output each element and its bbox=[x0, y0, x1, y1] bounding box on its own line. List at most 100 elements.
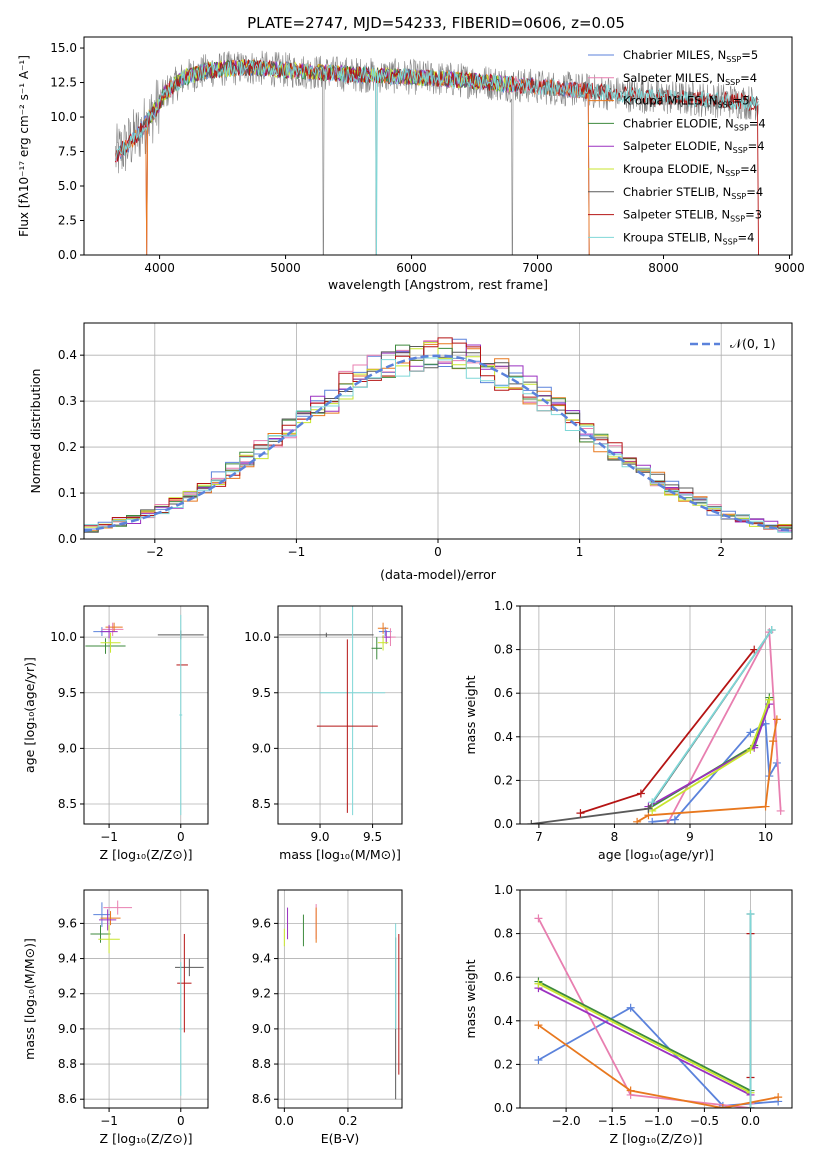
tick-label-y: 9.5 bbox=[252, 686, 271, 700]
x-axis-label: Z [log₁₀(Z/Z⊙)] bbox=[610, 1131, 703, 1146]
tick-label-y: 8.6 bbox=[252, 1092, 271, 1106]
tick-label-y: 9.0 bbox=[252, 741, 271, 755]
weight-marker bbox=[718, 1104, 727, 1108]
tick-label-y: 0.6 bbox=[494, 970, 513, 984]
weight-marker bbox=[663, 820, 672, 824]
legend-entry: 𝒩(0, 1) bbox=[730, 336, 776, 351]
tick-label-x: 8000 bbox=[648, 261, 679, 275]
mass-vs-ebv-plot bbox=[283, 904, 400, 1100]
model-line-kroupa-stelib bbox=[115, 60, 759, 255]
weight-marker bbox=[746, 909, 755, 918]
x-axis-label: (data-model)/error bbox=[380, 567, 497, 582]
tick-label-y: 9.2 bbox=[252, 987, 271, 1001]
x-axis-label: mass [log₁₀(M/M⊙)] bbox=[279, 847, 401, 862]
weight-marker bbox=[750, 645, 759, 654]
legend-entry: Salpeter STELIB, NSSP=3 bbox=[623, 208, 762, 224]
tick-label-y: 0.1 bbox=[58, 486, 77, 500]
tick-label-y: 7.5 bbox=[58, 145, 77, 159]
weight-vs-age-frame bbox=[519, 605, 793, 825]
tick-label-x: 9.0 bbox=[310, 830, 329, 844]
weight-marker bbox=[648, 817, 657, 824]
weight-vs-z-plot bbox=[534, 909, 783, 1108]
weight-marker bbox=[774, 1093, 783, 1102]
y-axis-label: mass [log₁₀(M/M⊙)] bbox=[22, 938, 37, 1060]
age-vs-z-plot bbox=[85, 614, 204, 816]
weight-line-chabrier-elodie bbox=[647, 697, 771, 810]
tick-label-y: 0.2 bbox=[494, 773, 513, 787]
tick-label-y: 0.0 bbox=[494, 817, 513, 831]
tick-label-y: 10.0 bbox=[50, 630, 77, 644]
histogram-salpeter-stelib bbox=[84, 337, 792, 539]
spectrum-frame bbox=[83, 36, 793, 256]
weight-marker bbox=[648, 798, 657, 807]
y-axis-label: age [log₁₀(age/yr)] bbox=[22, 657, 37, 773]
legend-entry: Salpeter MILES, NSSP=4 bbox=[623, 71, 757, 87]
tick-label-x: −1.5 bbox=[598, 1114, 627, 1128]
tick-label-y: 0.0 bbox=[58, 532, 77, 546]
tick-label-y: 9.0 bbox=[58, 1022, 77, 1036]
histogram-frame bbox=[83, 322, 793, 540]
tick-label-x: −1.0 bbox=[644, 1114, 673, 1128]
x-axis-label: age [log₁₀(age/yr)] bbox=[598, 847, 714, 862]
weight-marker bbox=[767, 625, 776, 634]
weight-marker bbox=[636, 789, 645, 798]
weight-marker bbox=[746, 745, 755, 754]
tick-label-x: 7 bbox=[535, 830, 543, 844]
tick-label-x: 6000 bbox=[396, 261, 427, 275]
tick-label-y: 0.4 bbox=[494, 1014, 513, 1028]
x-axis-label: E(B-V) bbox=[321, 1131, 360, 1146]
age-vs-mass-frame bbox=[277, 605, 403, 825]
tick-label-y: 9.4 bbox=[252, 952, 271, 966]
weight-marker bbox=[626, 1003, 635, 1012]
tick-label-x: 2 bbox=[717, 545, 725, 559]
weight-marker bbox=[761, 802, 770, 811]
tick-label-y: 8.6 bbox=[58, 1092, 77, 1106]
tick-label-y: 0.2 bbox=[58, 440, 77, 454]
tick-label-x: 8 bbox=[611, 830, 619, 844]
weight-vs-z-frame bbox=[519, 889, 793, 1109]
mass-vs-z-frame bbox=[83, 889, 209, 1109]
age-vs-mass-plot bbox=[279, 606, 396, 816]
tick-label-x: 0.0 bbox=[741, 1114, 760, 1128]
tick-label-x: 9.5 bbox=[363, 830, 382, 844]
y-axis-label: mass weight bbox=[463, 675, 478, 754]
weight-marker bbox=[769, 737, 778, 746]
weight-marker bbox=[644, 804, 653, 813]
tick-label-x: −0.5 bbox=[690, 1114, 719, 1128]
tick-label-y: 8.8 bbox=[252, 1057, 271, 1071]
tick-label-x: 0 bbox=[434, 545, 442, 559]
weight-marker bbox=[534, 979, 543, 988]
tick-label-x: 4000 bbox=[144, 261, 175, 275]
weight-marker bbox=[576, 809, 585, 818]
tick-label-x: 7000 bbox=[522, 261, 553, 275]
tick-label-x: 0 bbox=[177, 1114, 185, 1128]
weight-line-chabrier-elodie bbox=[537, 980, 751, 1092]
mass-vs-ebv-frame bbox=[277, 889, 403, 1109]
tick-label-y: 9.2 bbox=[58, 987, 77, 1001]
weight-marker bbox=[776, 806, 785, 815]
weight-line-salpeter-elodie bbox=[537, 987, 751, 1096]
weight-marker bbox=[626, 1086, 635, 1095]
tick-label-y: 9.4 bbox=[58, 952, 77, 966]
weight-line-kroupa-stelib bbox=[651, 629, 773, 803]
weight-marker bbox=[527, 820, 536, 824]
weight-marker bbox=[534, 1056, 543, 1065]
legend-entry: Salpeter ELODIE, NSSP=4 bbox=[623, 139, 765, 155]
legend-entry: Chabrier STELIB, NSSP=4 bbox=[623, 185, 763, 201]
tick-label-y: 10.0 bbox=[50, 110, 77, 124]
weight-marker bbox=[746, 1104, 755, 1108]
weight-marker bbox=[746, 728, 755, 737]
x-axis-label: Z [log₁₀(Z/Z⊙)] bbox=[100, 847, 193, 862]
tick-label-y: 0.0 bbox=[494, 1101, 513, 1115]
tick-label-y: 0.4 bbox=[494, 730, 513, 744]
tick-label-x: −2 bbox=[146, 545, 164, 559]
tick-label-x: 9000 bbox=[774, 261, 805, 275]
tick-label-y: 0.0 bbox=[58, 248, 77, 262]
tick-label-y: 9.0 bbox=[58, 741, 77, 755]
tick-label-y: 8.8 bbox=[58, 1057, 77, 1071]
tick-label-y: 0.4 bbox=[58, 348, 77, 362]
tick-label-y: 0.3 bbox=[58, 394, 77, 408]
tick-label-y: 0.6 bbox=[494, 686, 513, 700]
x-axis-label: wavelength [Angstrom, rest frame] bbox=[328, 277, 548, 292]
